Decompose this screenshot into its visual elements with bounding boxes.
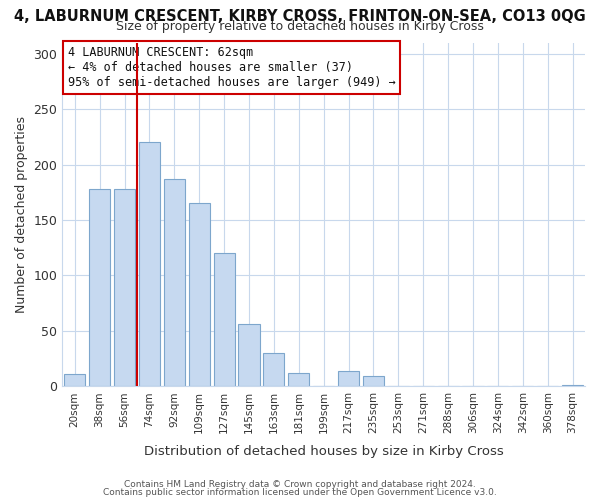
Bar xyxy=(89,189,110,386)
Bar xyxy=(263,353,284,386)
Bar xyxy=(64,374,85,386)
Bar xyxy=(188,204,210,386)
Bar xyxy=(214,254,235,386)
Bar xyxy=(164,179,185,386)
Bar xyxy=(139,142,160,386)
Y-axis label: Number of detached properties: Number of detached properties xyxy=(15,116,28,313)
Text: 4, LABURNUM CRESCENT, KIRBY CROSS, FRINTON-ON-SEA, CO13 0QG: 4, LABURNUM CRESCENT, KIRBY CROSS, FRINT… xyxy=(14,9,586,24)
Text: Size of property relative to detached houses in Kirby Cross: Size of property relative to detached ho… xyxy=(116,20,484,33)
Bar xyxy=(338,371,359,386)
Bar xyxy=(363,376,384,386)
Text: Contains public sector information licensed under the Open Government Licence v3: Contains public sector information licen… xyxy=(103,488,497,497)
Text: 4 LABURNUM CRESCENT: 62sqm
← 4% of detached houses are smaller (37)
95% of semi-: 4 LABURNUM CRESCENT: 62sqm ← 4% of detac… xyxy=(68,46,395,89)
Bar xyxy=(288,373,310,386)
X-axis label: Distribution of detached houses by size in Kirby Cross: Distribution of detached houses by size … xyxy=(144,444,503,458)
Bar xyxy=(114,189,135,386)
Bar xyxy=(238,324,260,386)
Text: Contains HM Land Registry data © Crown copyright and database right 2024.: Contains HM Land Registry data © Crown c… xyxy=(124,480,476,489)
